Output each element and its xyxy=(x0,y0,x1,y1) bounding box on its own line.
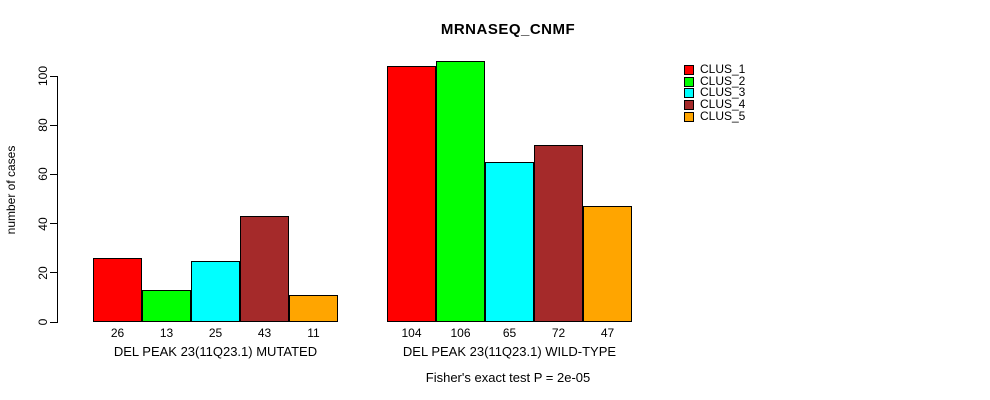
y-tick-label: 80 xyxy=(36,118,50,132)
bar-clus_5-group-1 xyxy=(583,206,632,322)
y-tick-label: 60 xyxy=(36,167,50,182)
legend-item-clus_2: CLUS_2 xyxy=(684,73,746,88)
y-tick-label: 20 xyxy=(36,266,50,280)
bar-clus_2-group-0 xyxy=(142,290,191,322)
bar-value-label: 72 xyxy=(551,326,566,340)
bar-value-label: 65 xyxy=(502,326,517,340)
y-axis xyxy=(57,76,58,323)
legend-label: CLUS_1 xyxy=(700,62,746,76)
legend-item-clus_3: CLUS_3 xyxy=(684,87,745,99)
y-axis-label: number of cases xyxy=(4,145,18,235)
y-tick-label: 0 xyxy=(36,318,50,326)
legend-label: CLUS_5 xyxy=(700,108,746,123)
legend-swatch-icon xyxy=(684,99,694,110)
bar-clus_3-group-1 xyxy=(485,162,534,322)
legend-label: CLUS_3 xyxy=(700,85,746,100)
bar-value-label: 26 xyxy=(110,326,125,340)
group-label-0: DEL PEAK 23(11Q23.1) MUTATED xyxy=(113,344,318,359)
bar-clus_1-group-1 xyxy=(387,66,436,322)
legend-swatch-icon xyxy=(684,111,694,122)
bar-value-label: 106 xyxy=(450,326,471,340)
y-tick-mark xyxy=(50,124,57,126)
footnote: Fisher's exact test P = 2e-05 xyxy=(425,370,591,385)
bar-value-label: 13 xyxy=(159,326,174,340)
legend-label: CLUS_4 xyxy=(700,97,746,112)
bar-clus_4-group-0 xyxy=(240,216,289,322)
legend-swatch-icon xyxy=(684,76,694,87)
legend: CLUS_1 CLUS_2 CLUS_3 CLUS_4 CLUS_5 xyxy=(684,62,746,123)
legend-item-clus_4: CLUS_4 xyxy=(684,97,746,112)
chart-title: MRNASEQ_CNMF xyxy=(440,21,576,38)
bar-clus_1-group-0 xyxy=(93,258,142,322)
bar-value-label: 43 xyxy=(257,326,272,340)
bar-clus_2-group-1 xyxy=(436,61,485,322)
legend-item-clus_5: CLUS_5 xyxy=(684,108,746,123)
group-label-1: DEL PEAK 23(11Q23.1) WILD-TYPE xyxy=(402,344,617,359)
bar-clus_3-group-0 xyxy=(191,260,240,322)
bar-value-label: 104 xyxy=(401,326,422,340)
y-tick-mark xyxy=(50,272,57,274)
bar-value-label: 25 xyxy=(208,326,223,340)
bar-clus_4-group-1 xyxy=(534,144,583,322)
legend-swatch-icon xyxy=(684,64,694,75)
y-tick-mark xyxy=(50,321,57,323)
legend-label: CLUS_2 xyxy=(700,73,746,88)
y-tick-mark xyxy=(50,173,57,175)
legend-swatch-icon xyxy=(684,88,694,99)
y-tick-label: 40 xyxy=(36,216,50,231)
y-tick-mark xyxy=(50,75,57,77)
bar-value-label: 47 xyxy=(600,326,615,340)
bar-clus_5-group-0 xyxy=(289,294,338,322)
bar-value-label: 11 xyxy=(307,326,320,340)
legend-item-clus_1: CLUS_1 xyxy=(684,62,746,76)
y-tick-mark xyxy=(50,223,57,225)
y-tick-label: 100 xyxy=(36,65,50,87)
